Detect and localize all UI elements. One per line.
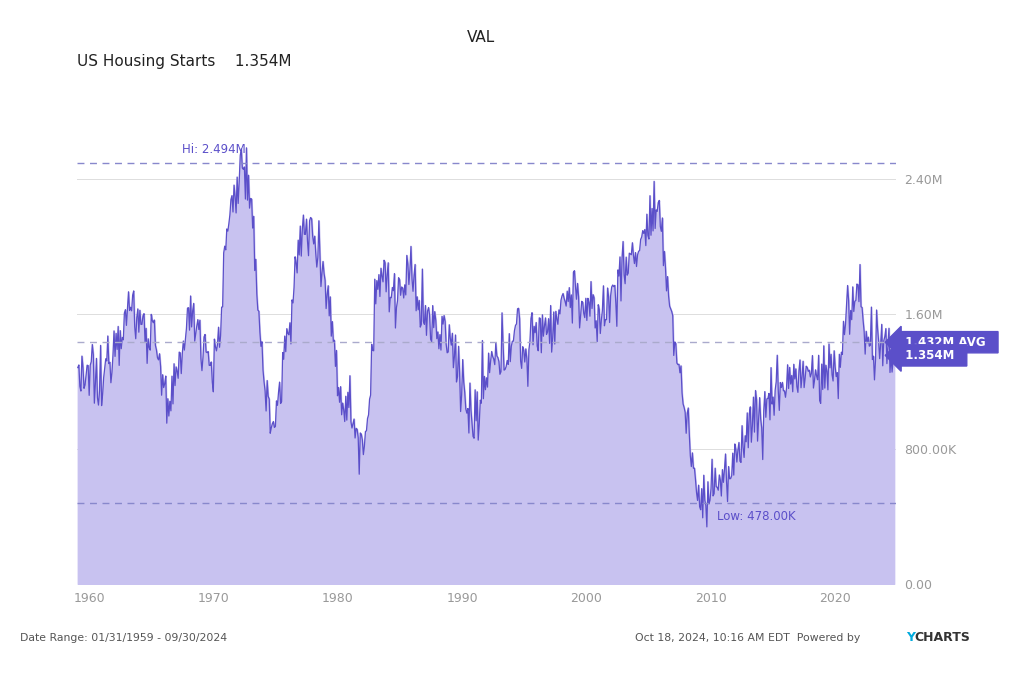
Text: 1.354M: 1.354M — [897, 349, 963, 362]
Text: Date Range: 01/31/1959 - 09/30/2024: Date Range: 01/31/1959 - 09/30/2024 — [20, 633, 227, 643]
Text: 1.432M AVG: 1.432M AVG — [897, 335, 994, 349]
Text: Y: Y — [906, 631, 915, 645]
Text: Oct 18, 2024, 10:16 AM EDT  Powered by: Oct 18, 2024, 10:16 AM EDT Powered by — [635, 633, 863, 643]
Text: US Housing Starts    1.354M: US Housing Starts 1.354M — [77, 54, 291, 69]
Text: CHARTS: CHARTS — [914, 631, 971, 645]
Text: Low: 478.00K: Low: 478.00K — [717, 510, 796, 523]
Text: Hi: 2.494M: Hi: 2.494M — [182, 143, 246, 156]
Text: VAL: VAL — [467, 30, 496, 45]
